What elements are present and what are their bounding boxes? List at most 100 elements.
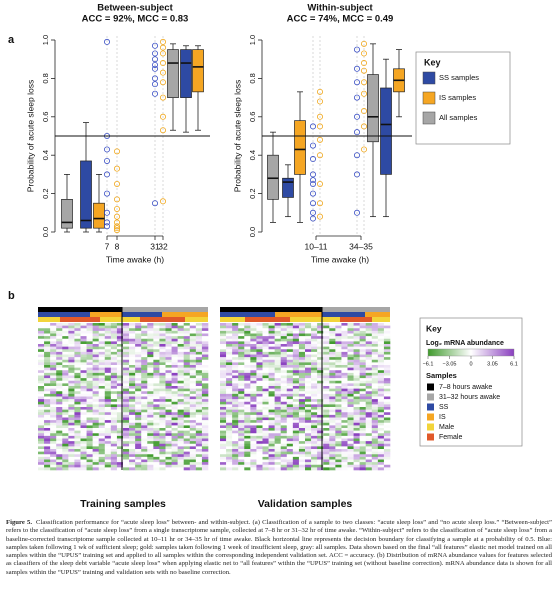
heatmap-cell [226,344,233,347]
heatmap-cell [98,325,106,329]
heatmap-cell [50,357,57,361]
heatmap-cell [298,386,306,389]
heatmap-cell [123,359,130,363]
heatmap-cell [116,451,124,455]
heatmap-cell [56,338,63,342]
heatmap-cell [250,417,257,421]
heatmap-cell [244,383,251,387]
heatmap-cell [56,420,63,424]
heatmap-cell [110,370,118,374]
heatmap-cell [147,323,154,326]
heatmap-cell [147,435,154,439]
heatmap-cell [129,441,136,445]
heatmap-cell [335,362,342,366]
sample-point [309,209,316,216]
heatmap-cell [323,357,330,361]
heatmap-cell [329,401,336,405]
heatmap-cell [62,420,69,424]
heatmap-cell [238,330,245,334]
heatmap-cell [110,333,118,337]
heatmap-cell [183,414,191,418]
heatmap-cell [56,412,63,416]
heatmap-cell [268,365,275,368]
heatmap-cell [383,412,391,416]
heatmap-cell [159,378,166,382]
heatmap-cell [286,456,294,460]
heatmap-cell [232,454,239,458]
heatmap-cell [141,372,148,376]
heatmap-cell [50,365,57,368]
heatmap-cell [383,438,391,442]
heatmap-cell [232,464,239,468]
colorbar [427,348,515,357]
heatmap-cell [335,325,342,329]
heatmap-cell [123,380,130,384]
heatmap-cell [359,380,367,384]
heatmap-cell [74,383,81,387]
heatmap-cell [244,336,251,340]
heatmap-cell [116,325,124,329]
heatmap-cell [129,354,136,358]
heatmap-cell [50,438,57,442]
heatmap-cell [274,370,282,374]
heatmap-cell [141,346,148,350]
box [180,49,192,98]
heatmap-cell [50,464,57,468]
heatmap-cell [280,441,288,445]
heatmap-cell [359,393,367,397]
heatmap-cell [268,464,275,468]
heatmap-cell [365,443,373,447]
heatmap-cell [274,409,282,413]
heatmap-cell [189,409,197,413]
heatmap-cell [323,346,330,350]
heatmap-cell [177,449,185,452]
heatmap-cell [38,380,45,384]
heatmap-cell [80,393,87,397]
heatmap-cell [177,391,185,395]
heatmap-cell [183,336,191,340]
heatmap-cell [189,372,197,376]
heatmap-cell [268,357,275,361]
legend-label: Male [439,424,454,431]
heatmap-cell [50,441,57,445]
heatmap-cell [238,365,245,368]
heatmap-cell [38,328,45,332]
heatmap-cell [68,325,75,329]
heatmap-cell [56,375,63,379]
sample-point [316,213,323,220]
heatmap-cell [298,435,306,439]
heatmap-cell [80,333,87,337]
heatmap-cell [220,325,227,329]
heatmap-cell [92,380,100,384]
heatmap-cell [220,428,227,431]
heatmap-cell [311,409,318,413]
heatmap-cell [129,459,136,463]
heatmap-cell [201,370,209,374]
heatmap-cell [250,430,257,434]
heatmap-cell [341,396,348,400]
heatmap-cell [44,365,51,368]
heatmap-cell [298,456,306,460]
heatmap-cell [238,428,245,431]
heatmap-cell [292,328,300,332]
heatmap-cell [129,344,136,347]
heatmap-cell [335,367,342,371]
heatmap-cell [68,333,75,337]
sample-point [104,146,111,153]
heatmap-cell [347,383,354,387]
heatmap-cell [286,380,294,384]
heatmap-cell [62,462,69,466]
heatmap-cell [329,414,336,418]
heatmap-cell [359,454,367,458]
heatmap-cell [38,396,45,400]
heatmap-cell [68,441,75,445]
heatmap-cell [44,380,51,384]
heatmap-cell [305,330,312,334]
heatmap-cell [250,380,257,384]
heatmap-cell [353,359,360,363]
heatmap-cell [335,401,342,405]
heatmap-cell [274,462,282,466]
heatmap-cell [232,393,239,397]
heatmap-cell [177,435,185,439]
heatmap-cell [317,372,324,376]
